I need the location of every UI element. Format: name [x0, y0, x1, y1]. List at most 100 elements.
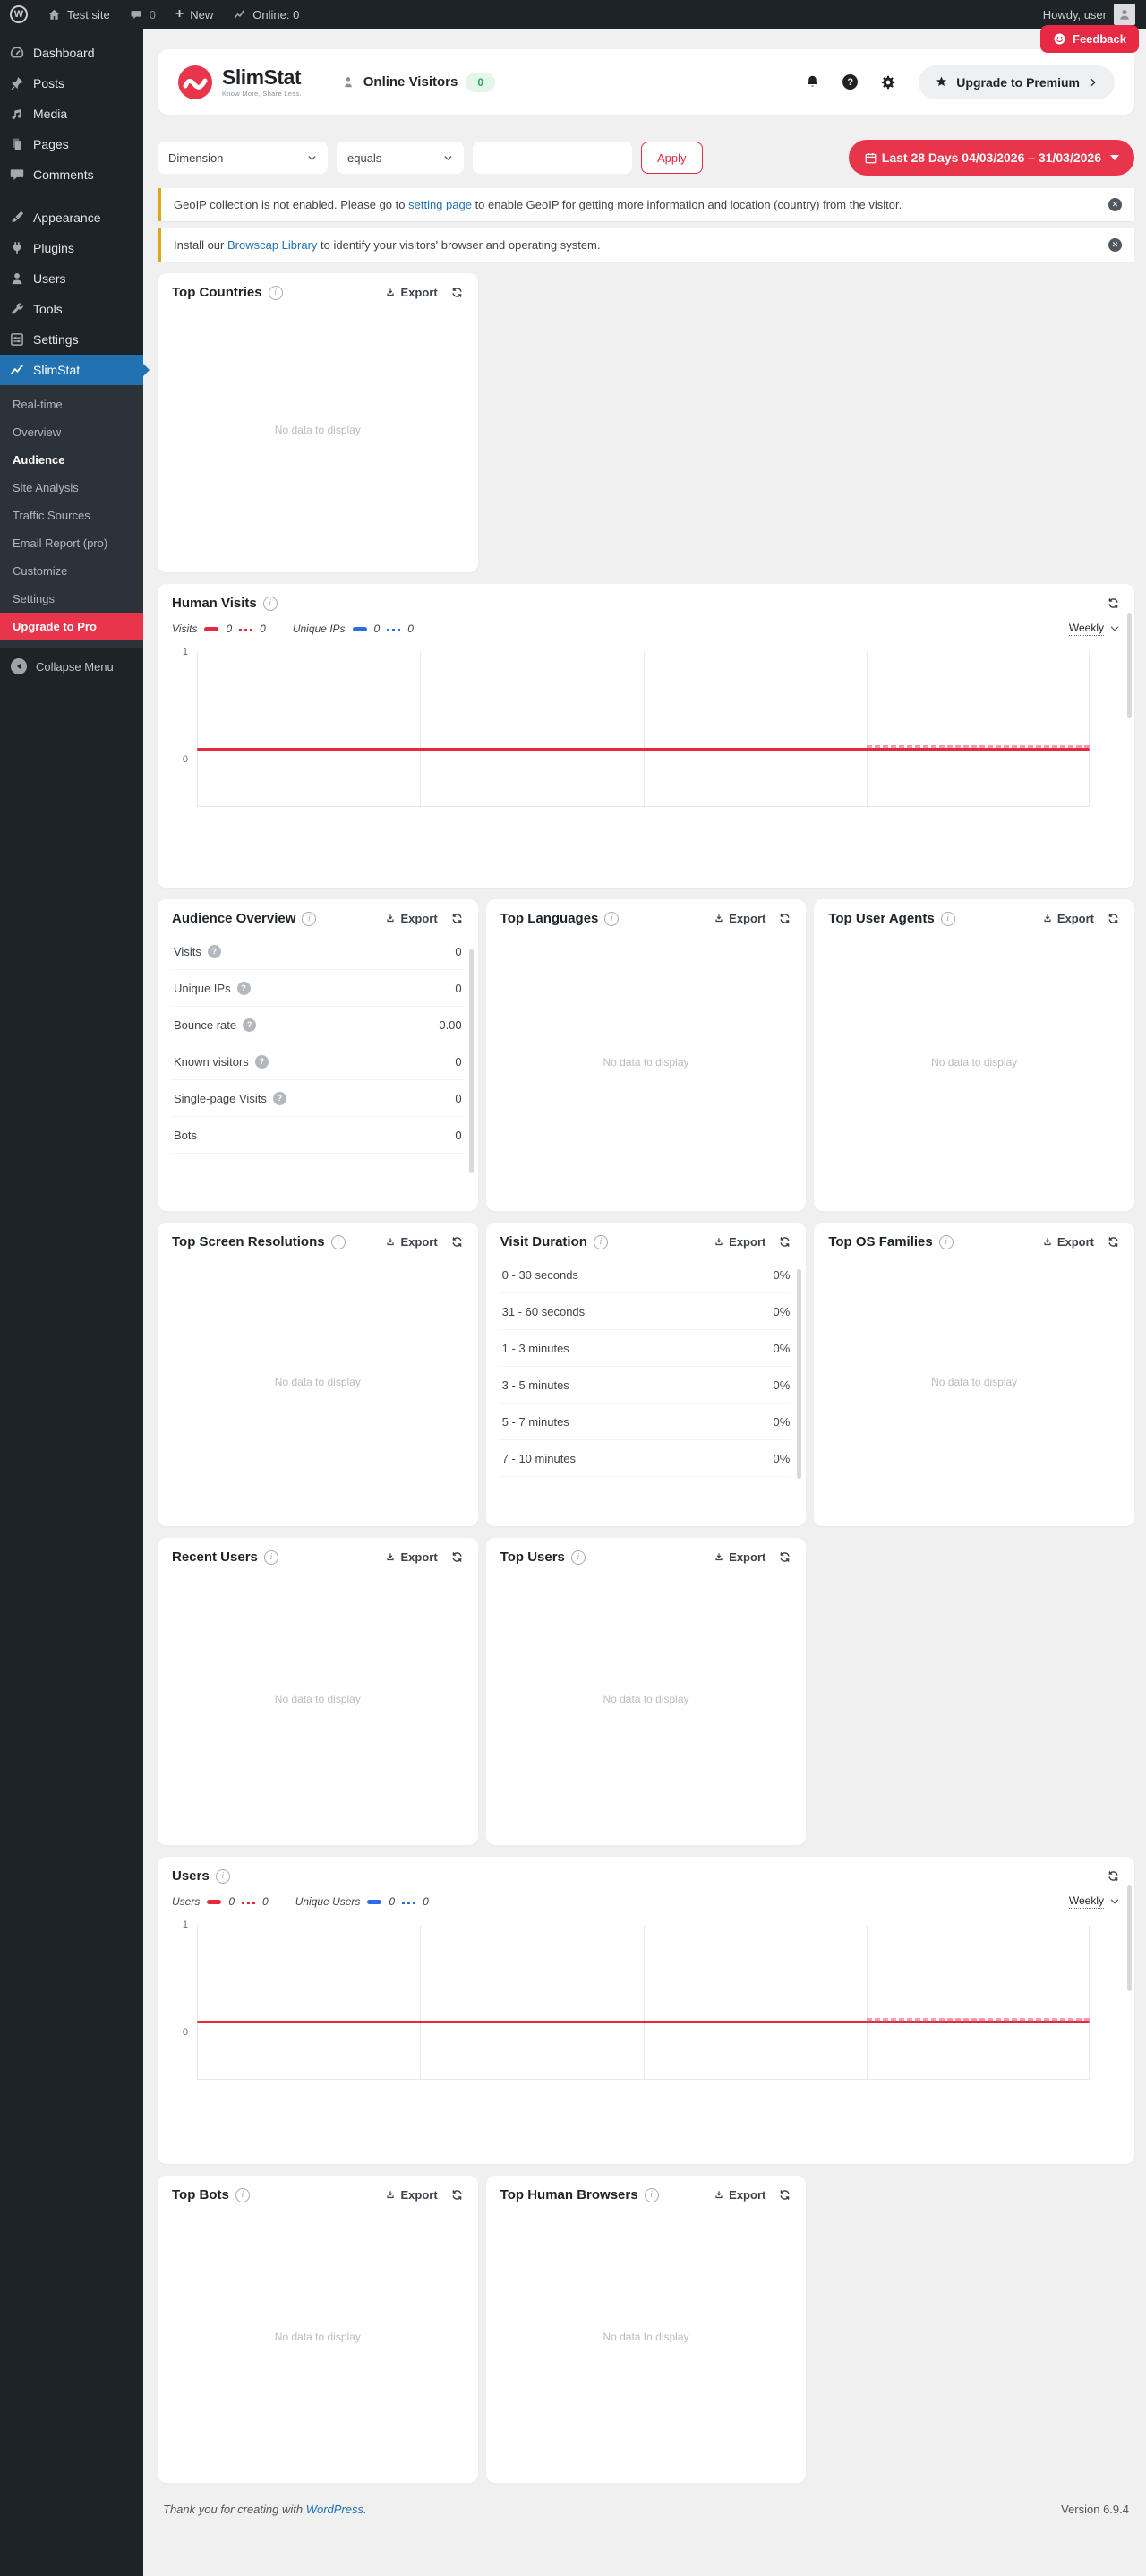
submenu-item-upgrade-to-pro[interactable]: Upgrade to Pro — [0, 613, 143, 640]
export-button[interactable]: Export — [714, 912, 765, 925]
refresh-icon[interactable] — [450, 286, 464, 299]
info-icon[interactable]: i — [302, 911, 317, 926]
gear-icon[interactable] — [880, 74, 896, 90]
comments-indicator[interactable]: 0 — [120, 0, 166, 29]
sidebar-item-dashboard[interactable]: Dashboard — [0, 38, 143, 68]
export-button[interactable]: Export — [385, 2188, 438, 2202]
refresh-icon[interactable] — [450, 1550, 464, 1564]
refresh-icon[interactable] — [450, 1235, 464, 1249]
export-button[interactable]: Export — [714, 2188, 765, 2202]
submenu-item-real-time[interactable]: Real-time — [13, 398, 63, 411]
sidebar-item-pages[interactable]: Pages — [0, 129, 143, 159]
list-item: Single-page Visits? 0 — [172, 1080, 464, 1117]
export-button[interactable]: Export — [714, 1235, 765, 1249]
submenu-item-settings[interactable]: Settings — [13, 592, 55, 605]
online-visitors-toolbar[interactable]: Online: 0 — [223, 0, 309, 29]
date-range-button[interactable]: Last 28 Days 04/03/2026 – 31/03/2026 — [848, 140, 1134, 176]
account-menu[interactable]: Howdy, user — [1032, 0, 1146, 29]
refresh-icon[interactable] — [1107, 597, 1120, 610]
list-item: 7 - 10 minutes 0% — [500, 1440, 792, 1477]
sidebar-item-tools[interactable]: Tools — [0, 294, 143, 324]
submenu-item-email-report[interactable]: Email Report (pro) — [13, 537, 108, 550]
browscap-library-link[interactable]: Browscap Library — [227, 238, 318, 252]
sidebar-item-plugins[interactable]: Plugins — [0, 233, 143, 263]
sidebar-item-posts[interactable]: Posts — [0, 68, 143, 99]
panel-row-1: Top Countries i Export No data to displa… — [158, 273, 1134, 572]
info-icon[interactable]: i — [644, 2187, 659, 2202]
info-icon[interactable]: i — [262, 596, 278, 611]
info-icon[interactable]: i — [215, 1868, 230, 1884]
refresh-icon[interactable] — [778, 912, 791, 925]
help-icon[interactable]: ? — [842, 74, 859, 90]
operator-select[interactable]: equals — [337, 142, 464, 174]
submenu-item-audience[interactable]: Audience — [13, 453, 65, 467]
export-button[interactable]: Export — [385, 1550, 438, 1564]
export-button[interactable]: Export — [714, 1550, 765, 1564]
info-icon[interactable]: i — [593, 1234, 608, 1249]
close-icon[interactable]: ✕ — [1108, 238, 1122, 252]
site-name-link[interactable]: Test site — [38, 0, 120, 29]
submenu-item-customize[interactable]: Customize — [13, 564, 68, 578]
export-button[interactable]: Export — [385, 1235, 438, 1249]
info-icon[interactable]: i — [235, 2187, 250, 2202]
submenu-item-overview[interactable]: Overview — [13, 425, 62, 439]
chart-legend: Visits 0 0 Unique IPs 0 0 Weekly — [172, 622, 1120, 636]
online-visitors-group: Online Visitors 0 — [341, 72, 496, 92]
granularity-select[interactable]: Weekly — [1068, 1894, 1120, 1909]
wordpress-link[interactable]: WordPress — [305, 2503, 363, 2516]
filter-value-input[interactable] — [473, 142, 632, 174]
help-tooltip-icon[interactable]: ? — [254, 1054, 269, 1069]
setting-page-link[interactable]: setting page — [408, 198, 472, 211]
info-icon[interactable]: i — [268, 285, 283, 300]
export-button[interactable]: Export — [385, 286, 438, 299]
dashboard-icon — [10, 47, 24, 58]
scrollbar-thumb[interactable] — [1127, 1885, 1132, 1991]
sidebar-item-comments[interactable]: Comments — [0, 159, 143, 190]
help-tooltip-icon[interactable]: ? — [207, 944, 221, 958]
refresh-icon[interactable] — [778, 2188, 791, 2202]
upgrade-to-premium-button[interactable]: Upgrade to Premium — [919, 64, 1115, 99]
refresh-icon[interactable] — [1107, 1869, 1120, 1883]
dimension-select[interactable]: Dimension — [158, 142, 328, 174]
help-tooltip-icon[interactable]: ? — [272, 1091, 286, 1105]
info-icon[interactable]: i — [570, 1550, 586, 1565]
refresh-icon[interactable] — [450, 912, 464, 925]
wp-logo-menu[interactable]: W — [0, 0, 38, 29]
sidebar-item-appearance[interactable]: Appearance — [0, 202, 143, 233]
feedback-button[interactable]: Feedback — [1040, 25, 1139, 53]
refresh-icon[interactable] — [778, 1550, 791, 1564]
list-item: 1 - 3 minutes 0% — [500, 1330, 792, 1367]
export-button[interactable]: Export — [1042, 912, 1094, 925]
sidebar-item-settings[interactable]: Settings — [0, 324, 143, 355]
info-icon[interactable]: i — [604, 911, 620, 926]
sidebar-item-slimstat[interactable]: SlimStat — [0, 355, 143, 385]
refresh-icon[interactable] — [1107, 1235, 1120, 1249]
refresh-icon[interactable] — [1107, 912, 1120, 925]
scrollbar-thumb[interactable] — [797, 1269, 802, 1479]
export-button[interactable]: Export — [1042, 1235, 1094, 1249]
scrollbar-thumb[interactable] — [468, 949, 474, 1173]
sidebar-item-media[interactable]: Media — [0, 99, 143, 129]
bell-icon[interactable] — [805, 74, 820, 90]
help-tooltip-icon[interactable]: ? — [243, 1018, 257, 1032]
info-icon[interactable]: i — [263, 1550, 278, 1565]
granularity-select[interactable]: Weekly — [1068, 622, 1120, 636]
close-icon[interactable]: ✕ — [1108, 198, 1122, 211]
new-content-menu[interactable]: + New — [166, 0, 223, 29]
collapse-menu-button[interactable]: Collapse Menu — [0, 648, 143, 685]
apply-button[interactable]: Apply — [641, 142, 703, 174]
sidebar-item-users[interactable]: Users — [0, 263, 143, 294]
new-label: New — [190, 7, 214, 21]
download-icon — [715, 1238, 723, 1246]
scrollbar-thumb[interactable] — [1127, 613, 1132, 718]
refresh-icon[interactable] — [450, 2188, 464, 2202]
refresh-icon[interactable] — [778, 1235, 791, 1249]
help-tooltip-icon[interactable]: ? — [236, 981, 251, 995]
info-icon[interactable]: i — [940, 911, 955, 926]
export-label: Export — [400, 1235, 438, 1249]
export-button[interactable]: Export — [385, 912, 438, 925]
submenu-item-site-analysis[interactable]: Site Analysis — [13, 481, 79, 494]
info-icon[interactable]: i — [938, 1234, 954, 1249]
submenu-item-traffic-sources[interactable]: Traffic Sources — [13, 509, 90, 522]
info-icon[interactable]: i — [330, 1234, 346, 1249]
